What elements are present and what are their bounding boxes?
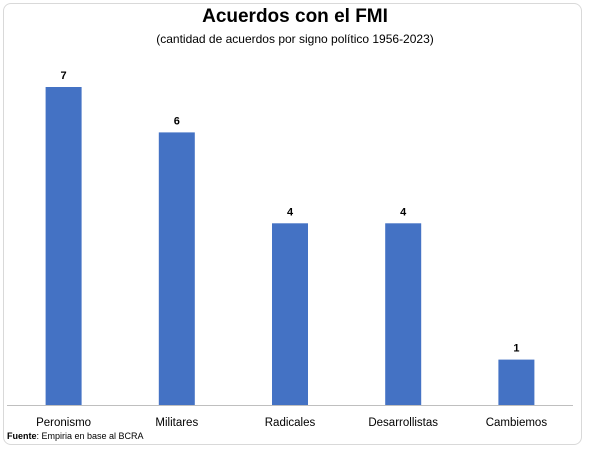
category-label-radicales: Radicales: [265, 417, 316, 429]
source-note: Fuente: Empiria en base al BCRA: [7, 431, 144, 441]
data-label-cambiemos: 1: [513, 343, 519, 355]
source-label: Fuente: [7, 431, 37, 441]
source-text: : Empiria en base al BCRA: [36, 431, 144, 441]
data-label-militares: 6: [174, 115, 180, 127]
plot-area: 7 Peronismo 6 Militares 4 Radicales 4 Desarroll…: [7, 70, 573, 429]
category-label-desarrollistas: Desarrollistas: [368, 417, 438, 429]
chart-title: Acuerdos con el FMI: [202, 6, 388, 27]
bar-radicales: [272, 223, 308, 405]
bar-cambiemos: [498, 359, 535, 405]
bar-peronismo: [45, 87, 82, 405]
category-label-peronismo: Peronismo: [36, 417, 91, 429]
bar-militares: [158, 132, 195, 405]
data-label-desarrollistas: 4: [400, 206, 407, 218]
data-label-radicales: 4: [287, 206, 294, 218]
bar-desarrollistas: [385, 223, 422, 405]
category-label-militares: Militares: [155, 417, 198, 429]
data-label-peronismo: 7: [61, 70, 67, 82]
chart-subtitle: (cantidad de acuerdos por signo político…: [156, 32, 434, 46]
category-label-cambiemos: Cambiemos: [486, 417, 548, 429]
